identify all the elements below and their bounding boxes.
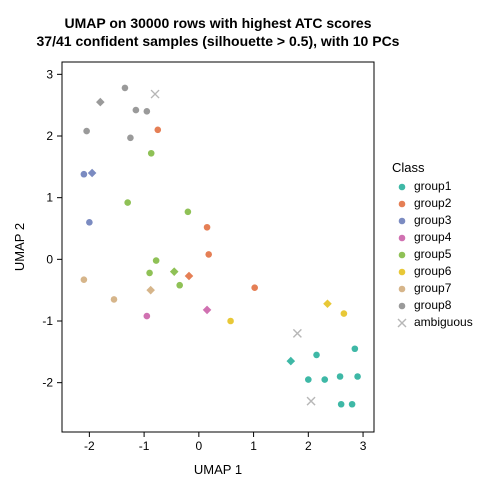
legend-item: group6 [399, 264, 452, 278]
scatter-point [153, 257, 160, 264]
scatter-point [146, 286, 155, 295]
scatter-point [293, 329, 301, 337]
scatter-point [111, 296, 118, 303]
scatter-point [227, 318, 234, 325]
scatter-point [133, 107, 140, 114]
scatter-point [205, 251, 212, 258]
scatter-point [144, 313, 151, 320]
scatter-point [124, 199, 131, 206]
scatter-point [185, 272, 194, 281]
legend-item: group4 [399, 230, 452, 244]
legend-item: group8 [399, 298, 452, 312]
scatter-point [251, 284, 258, 291]
scatter-point [337, 373, 344, 380]
y-axis-label: UMAP 2 [12, 223, 27, 271]
scatter-point [323, 299, 332, 308]
x-tick-label: -1 [139, 439, 150, 453]
legend-label: group7 [414, 281, 452, 295]
scatter-point [154, 127, 161, 134]
x-tick-label: 2 [305, 439, 312, 453]
scatter-point [146, 270, 153, 277]
scatter-point [176, 282, 183, 289]
legend-item: group1 [399, 179, 452, 193]
legend-item: ambiguous [398, 315, 473, 329]
scatter-point [148, 150, 155, 157]
y-tick-label: -2 [42, 376, 53, 390]
scatter-point [321, 376, 328, 383]
legend-label: group8 [414, 298, 452, 312]
x-tick-label: 1 [250, 439, 257, 453]
legend: group1 group2 group3 group4 group5 group6 grou… [398, 179, 473, 329]
legend-label: ambiguous [414, 315, 473, 329]
chart-title-line2: 37/41 confident samples (silhouette > 0.… [37, 33, 400, 49]
y-tick-label: -1 [42, 314, 53, 328]
scatter-point [144, 108, 151, 115]
scatter-point [305, 376, 312, 383]
legend-label: group3 [414, 213, 452, 227]
legend-title: Class [392, 160, 425, 175]
scatter-point [204, 224, 211, 231]
scatter-point [83, 128, 90, 135]
scatter-point [287, 357, 296, 366]
x-tick-label: 0 [195, 439, 202, 453]
scatter-point [170, 267, 179, 276]
x-ticks: -2 -1 0 1 2 3 [84, 432, 367, 453]
scatter-point [88, 169, 97, 178]
scatter-point [352, 345, 359, 352]
scatter-point [151, 90, 159, 98]
scatter-point [307, 397, 315, 405]
legend-label: group2 [414, 196, 452, 210]
plot-frame [62, 62, 374, 432]
legend-label: group6 [414, 264, 452, 278]
legend-label: group4 [414, 230, 452, 244]
scatter-point [185, 209, 192, 216]
scatter-point [338, 401, 345, 408]
scatter-points [81, 85, 361, 408]
legend-item: group2 [399, 196, 452, 210]
scatter-point [349, 401, 356, 408]
scatter-point [86, 219, 93, 226]
y-tick-label: 3 [46, 67, 53, 81]
legend-item: group7 [399, 281, 452, 295]
y-tick-label: 2 [46, 129, 53, 143]
x-axis-label: UMAP 1 [194, 462, 242, 477]
y-tick-label: 1 [46, 191, 53, 205]
scatter-point [81, 171, 88, 178]
legend-label: group1 [414, 179, 452, 193]
x-tick-label: 3 [360, 439, 367, 453]
scatter-point [354, 373, 361, 380]
scatter-point [81, 276, 88, 283]
scatter-point [96, 98, 105, 107]
legend-item: group3 [399, 213, 452, 227]
scatter-point [341, 310, 348, 317]
y-tick-label: 0 [46, 252, 53, 266]
scatter-point [122, 85, 129, 92]
scatter-point [313, 352, 320, 359]
y-ticks: -2 -1 0 1 2 3 [42, 67, 62, 389]
legend-label: group5 [414, 247, 452, 261]
x-tick-label: -2 [84, 439, 95, 453]
umap-scatter-chart: UMAP on 30000 rows with highest ATC scor… [0, 0, 504, 504]
scatter-point [203, 306, 212, 315]
chart-title-line1: UMAP on 30000 rows with highest ATC scor… [64, 15, 371, 31]
scatter-point [127, 135, 134, 142]
legend-item: group5 [399, 247, 452, 261]
